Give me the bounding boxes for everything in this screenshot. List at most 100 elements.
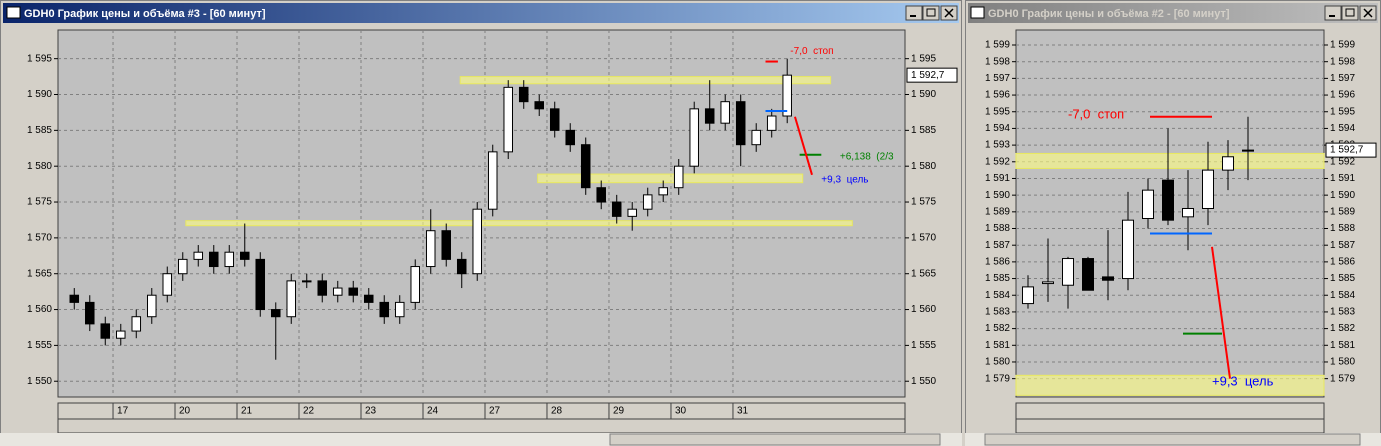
y-tick-label: 1 579 — [985, 373, 1010, 384]
candle-body — [363, 294, 374, 303]
y-tick-label: 1 584 — [985, 290, 1010, 301]
y-tick-label: 1 580 — [27, 161, 52, 172]
candle-body — [565, 129, 575, 146]
candle-body — [441, 230, 452, 260]
x-tick-label: 20 — [179, 406, 191, 417]
maximize-icon — [926, 8, 936, 17]
x-tick-label: 22 — [303, 406, 315, 417]
scroll-thumb[interactable] — [609, 433, 941, 446]
maximize-button[interactable] — [1341, 5, 1359, 21]
candle-body — [332, 287, 343, 296]
y-tick-label: 1 570 — [911, 233, 936, 244]
candle-body — [642, 194, 653, 210]
candle-body — [1242, 149, 1254, 152]
candle-body — [1222, 156, 1234, 171]
x-tick-label: 28 — [551, 406, 563, 417]
y-tick-label: 1 595 — [1330, 106, 1355, 117]
y-tick-label: 1 594 — [985, 123, 1010, 134]
candle-body — [178, 258, 188, 275]
candle-body — [162, 273, 173, 296]
candle-body — [100, 323, 111, 339]
y-tick-label: 1 575 — [27, 197, 52, 208]
candle-body — [379, 301, 390, 318]
x-tick-label: 17 — [117, 406, 129, 417]
last-price-box — [1325, 142, 1377, 158]
x-tick-label: 21 — [241, 406, 253, 417]
annotation: +9,3 цель — [1212, 373, 1274, 388]
y-tick-label: 1 586 — [985, 257, 1010, 268]
projection-line — [1211, 246, 1231, 379]
candle-body — [394, 301, 405, 318]
y-tick-label: 1 582 — [1330, 323, 1355, 334]
y-tick-label: 1 585 — [985, 273, 1010, 284]
last-price-label: 1 592,7 — [911, 70, 945, 81]
y-tick-label: 1 586 — [1330, 257, 1355, 268]
y-tick-label: 1 595 — [911, 53, 936, 64]
title-bar[interactable] — [3, 3, 959, 23]
candle-body — [348, 287, 359, 296]
candle-body — [689, 108, 699, 167]
y-tick-label: 1 591 — [985, 173, 1010, 184]
scroll-thumb[interactable] — [984, 433, 1361, 446]
y-tick-label: 1 581 — [1330, 340, 1355, 351]
x-tick-label: 23 — [365, 406, 377, 417]
candle-body — [286, 280, 297, 318]
y-tick-label: 1 580 — [985, 357, 1010, 368]
candle-body — [69, 294, 80, 303]
candle-body — [1082, 258, 1094, 291]
y-tick-label: 1 560 — [27, 304, 52, 315]
x-tick-label: 30 — [675, 406, 687, 417]
y-tick-label: 1 589 — [985, 206, 1010, 217]
candle-body — [193, 251, 204, 260]
y-tick-label: 1 555 — [27, 340, 52, 351]
y-tick-label: 1 598 — [985, 56, 1010, 67]
candle-body — [673, 165, 684, 189]
candle-body — [720, 101, 730, 124]
minimize-button[interactable] — [905, 5, 923, 21]
annotation: +9,3 цель — [821, 174, 868, 185]
candle-body — [1022, 286, 1034, 305]
y-tick-label: 1 588 — [1330, 223, 1355, 234]
candle-body — [131, 316, 142, 332]
y-tick-label: 1 555 — [911, 340, 936, 351]
annotation: +6,138 (2/3 — [840, 152, 894, 163]
title-bar[interactable] — [968, 3, 1378, 23]
y-tick-label: 1 594 — [1330, 123, 1355, 134]
x-tick-label: 24 — [427, 406, 439, 417]
maximize-button[interactable] — [922, 5, 940, 21]
candle-body — [596, 187, 606, 203]
y-tick-label: 1 598 — [1330, 56, 1355, 67]
candle-body — [147, 294, 157, 318]
candle-body — [751, 129, 761, 146]
y-tick-label: 1 592 — [1330, 156, 1355, 167]
y-tick-label: 1 589 — [1330, 206, 1355, 217]
candle-body — [782, 74, 792, 117]
candle-body — [270, 309, 281, 318]
annotation: -7,0 стоп — [1068, 107, 1124, 122]
y-tick-label: 1 585 — [27, 125, 52, 136]
y-tick-label: 1 590 — [1330, 190, 1355, 201]
y-tick-label: 1 587 — [985, 240, 1010, 251]
close-icon — [944, 8, 954, 18]
y-tick-label: 1 583 — [985, 307, 1010, 318]
candle-body — [503, 86, 513, 153]
date-strip — [1015, 418, 1325, 434]
y-tick-label: 1 580 — [911, 161, 936, 172]
candle-body — [1122, 219, 1134, 280]
y-tick-label: 1 599 — [985, 40, 1010, 51]
highlight-zone — [537, 173, 804, 184]
candle-body — [1202, 169, 1214, 209]
candle-body — [1042, 281, 1054, 285]
last-price-label: 1 592,7 — [1330, 145, 1364, 156]
candle-body — [766, 115, 777, 131]
y-tick-label: 1 588 — [985, 223, 1010, 234]
window-icon — [6, 6, 21, 19]
y-tick-label: 1 597 — [985, 73, 1010, 84]
candle-body — [410, 266, 421, 303]
highlight-zone — [1015, 374, 1325, 396]
candle-body — [658, 187, 668, 196]
minimize-button[interactable] — [1324, 5, 1342, 21]
last-price-box — [906, 67, 958, 83]
candle-body — [1182, 207, 1194, 218]
window-title: GDH0 График цены и объёма #2 - [60 минут… — [988, 8, 1230, 20]
